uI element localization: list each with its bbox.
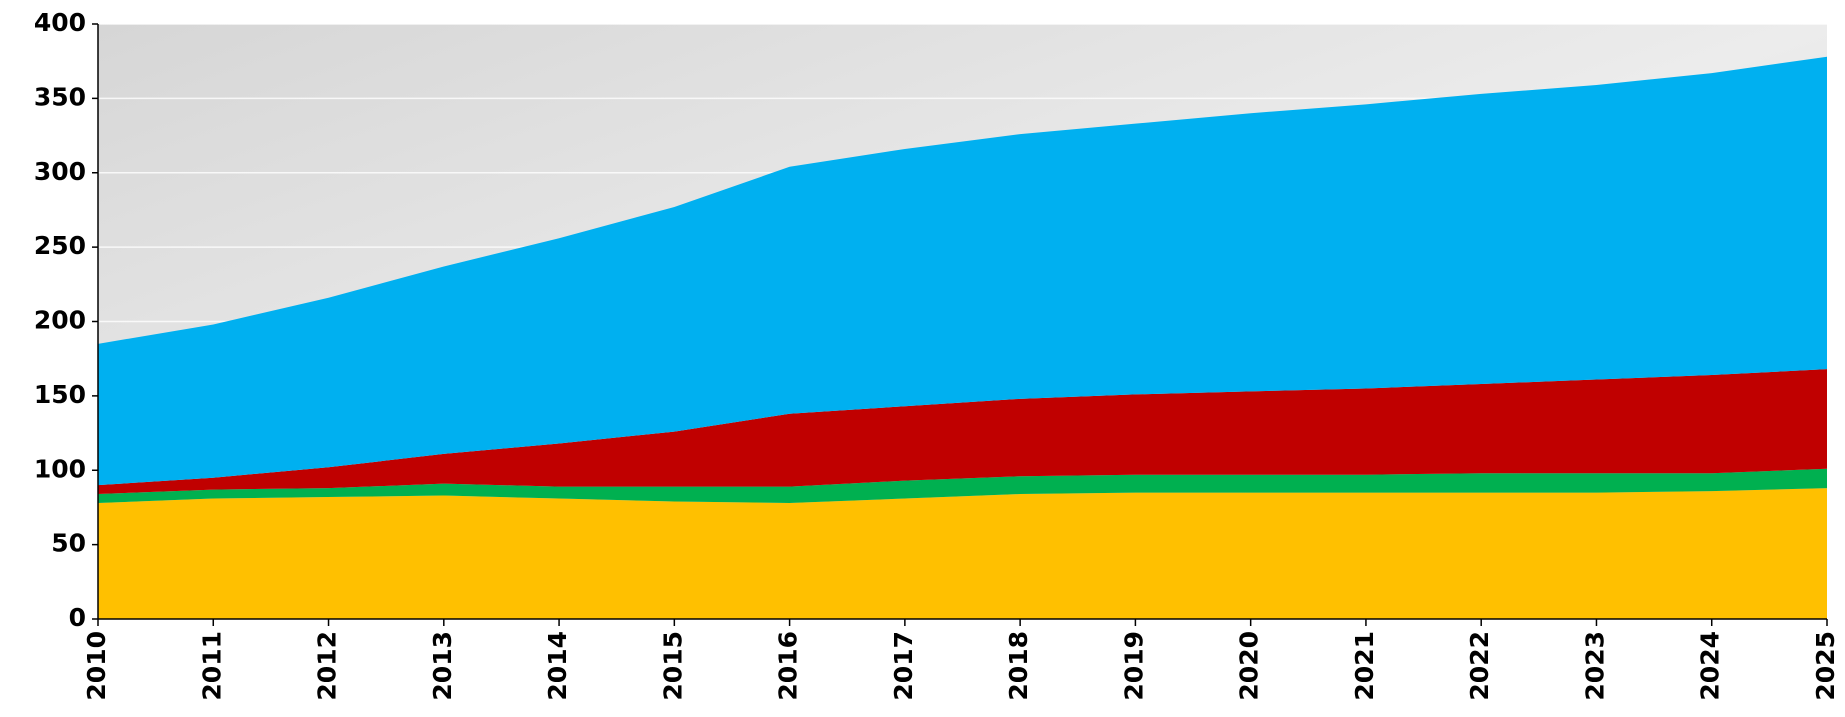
y-tick-label: 50 [51, 529, 86, 558]
y-tick-label: 200 [34, 306, 86, 335]
x-tick-label: 2025 [1811, 631, 1840, 701]
area [98, 468, 1827, 503]
x-tick-label: 2012 [313, 631, 342, 701]
area [98, 488, 1827, 619]
x-tick-label: 2022 [1465, 631, 1494, 701]
x-tick-label: 2024 [1696, 631, 1725, 701]
area [98, 369, 1827, 495]
x-tick-label: 2016 [774, 631, 803, 701]
x-tick-label: 2023 [1580, 631, 1609, 701]
x-tick-label: 2019 [1119, 631, 1148, 701]
x-tick-label: 2015 [658, 631, 687, 701]
x-tick-label: 2018 [1004, 631, 1033, 701]
y-tick-label: 300 [34, 157, 86, 186]
x-tick-label: 2020 [1235, 631, 1264, 701]
y-tick-label: 350 [34, 82, 86, 111]
x-tick-label: 2010 [82, 631, 111, 701]
x-tick-label: 2014 [543, 631, 572, 701]
y-tick-label: 400 [34, 8, 86, 37]
y-tick-label: 100 [34, 454, 86, 483]
area [98, 56, 1827, 486]
x-tick-label: 2017 [889, 631, 918, 701]
y-tick-label: 0 [69, 603, 86, 632]
y-tick-label: 150 [34, 380, 86, 409]
x-tick-label: 2013 [428, 631, 457, 701]
x-tick-label: 2021 [1350, 631, 1379, 701]
x-tick-label: 2011 [197, 631, 226, 701]
y-tick-label: 250 [34, 231, 86, 260]
